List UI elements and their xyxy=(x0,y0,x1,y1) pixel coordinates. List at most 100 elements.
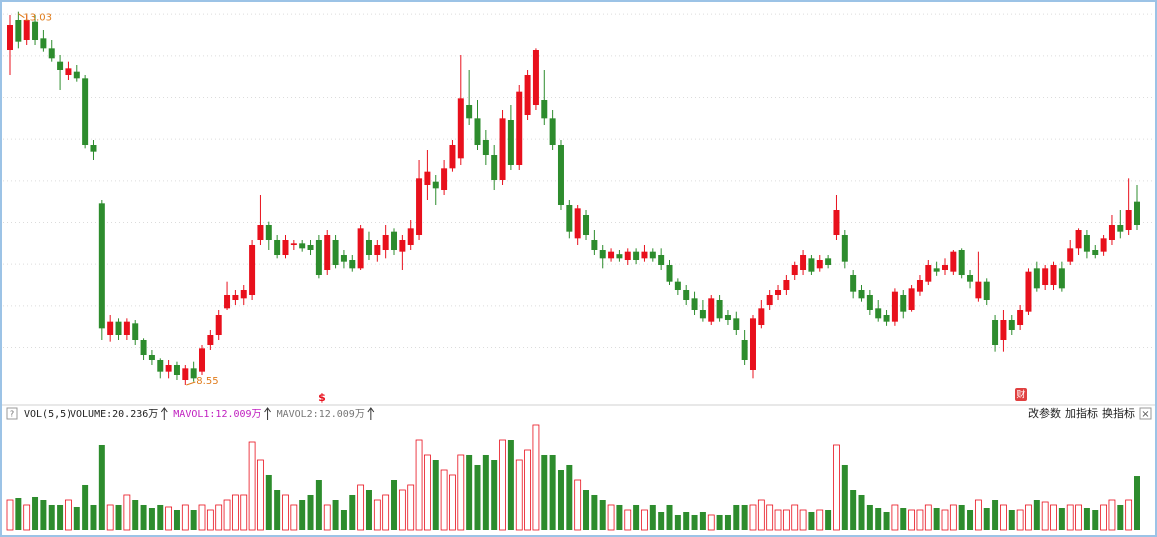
volume-bar xyxy=(40,500,47,530)
candle-body xyxy=(1042,268,1049,285)
candle-body xyxy=(324,235,331,270)
volume-bar xyxy=(340,510,347,530)
candle-body xyxy=(457,98,464,159)
candle-body xyxy=(749,318,756,370)
volume-bar xyxy=(908,509,915,531)
candle-body xyxy=(165,365,172,372)
help-icon[interactable]: ? xyxy=(10,410,14,419)
volume-bar xyxy=(924,504,932,531)
candle-body xyxy=(1017,310,1024,325)
candle-body xyxy=(340,255,347,262)
volume-bar xyxy=(198,504,206,531)
candle-body xyxy=(699,310,706,319)
candle-body xyxy=(399,240,406,252)
volume-bar xyxy=(658,512,665,530)
candle-body xyxy=(407,228,414,245)
volume-bar xyxy=(833,444,840,531)
min-pointer xyxy=(186,381,196,386)
volume-bar xyxy=(624,509,632,531)
help-box[interactable] xyxy=(6,407,18,420)
candle-body xyxy=(507,120,514,165)
candle-body xyxy=(290,243,297,245)
candle-body xyxy=(332,240,339,265)
candle-body xyxy=(741,340,748,360)
volume-bar xyxy=(757,499,765,531)
toolbar-button[interactable]: 加指标 xyxy=(1065,406,1098,420)
volume-bar xyxy=(799,509,807,531)
event-icon[interactable]: 财 xyxy=(1016,389,1025,401)
volume-bar xyxy=(883,512,890,530)
event-icon[interactable]: $ xyxy=(318,391,326,404)
candle-body xyxy=(416,178,423,235)
candle-body xyxy=(850,275,857,292)
candle-body xyxy=(983,281,990,300)
volume-bar xyxy=(299,500,306,530)
volume-bar xyxy=(933,508,940,530)
candle-body xyxy=(908,288,915,310)
volume-bar xyxy=(415,439,423,531)
max-pointer xyxy=(18,13,25,19)
candle-body xyxy=(691,298,698,310)
candle-body xyxy=(257,225,264,240)
volume-bar xyxy=(82,484,89,530)
candle-body xyxy=(858,290,865,299)
volume-bar xyxy=(1100,504,1108,531)
close-icon[interactable]: × xyxy=(1141,409,1149,420)
candle-body xyxy=(641,251,648,259)
volume-bar xyxy=(1075,504,1082,531)
volume-bar xyxy=(674,514,681,530)
indicator-value: MAVOL1:12.009万 xyxy=(173,409,261,420)
candle-body xyxy=(215,315,222,335)
candle-body xyxy=(32,21,39,40)
candle-body xyxy=(240,290,247,299)
candle-body xyxy=(132,323,139,340)
volume-bar xyxy=(974,499,982,531)
candle-body xyxy=(933,268,940,272)
volume-bar xyxy=(958,504,965,530)
candle-body xyxy=(365,240,372,255)
candle-body xyxy=(1067,248,1074,262)
candle-body xyxy=(424,171,431,185)
candle-body xyxy=(875,308,882,319)
volume-bar xyxy=(666,504,673,530)
volume-bar xyxy=(248,441,256,531)
candle-body xyxy=(115,321,122,335)
volume-bar xyxy=(365,490,372,530)
candle-body xyxy=(232,295,239,300)
candle-body xyxy=(307,245,314,250)
candle-body xyxy=(716,300,723,319)
close-box[interactable] xyxy=(1139,407,1152,420)
candle-body xyxy=(658,255,665,265)
candle-body xyxy=(499,118,506,180)
volume-bar xyxy=(323,504,331,531)
volume-bar xyxy=(1117,504,1124,530)
candle-body xyxy=(148,355,155,360)
candle-body xyxy=(599,250,606,259)
volume-bar xyxy=(1016,509,1024,531)
candle-body xyxy=(299,243,306,249)
volume-bar xyxy=(549,454,556,530)
candle-body xyxy=(315,240,322,275)
candle-body xyxy=(357,228,364,269)
candle-body xyxy=(1058,268,1065,289)
toolbar-button[interactable]: 改参数 xyxy=(1028,406,1061,420)
candle-body xyxy=(833,210,840,235)
volume-bar xyxy=(1058,508,1065,530)
volume-bar xyxy=(424,454,431,531)
volume-bar xyxy=(649,504,656,530)
volume-bar xyxy=(683,512,690,530)
candle-body xyxy=(866,295,873,310)
candle-body xyxy=(23,20,30,40)
candle-body xyxy=(683,290,690,300)
volume-bar xyxy=(357,484,365,531)
volume-bar xyxy=(106,504,114,531)
volume-bar xyxy=(515,459,523,531)
volume-bar xyxy=(398,489,406,531)
volume-bar xyxy=(181,504,189,531)
candle-body xyxy=(474,118,481,145)
toolbar-button[interactable]: 换指标 xyxy=(1102,406,1135,420)
candle-body xyxy=(916,280,923,292)
event-icon-box[interactable] xyxy=(1015,388,1027,401)
